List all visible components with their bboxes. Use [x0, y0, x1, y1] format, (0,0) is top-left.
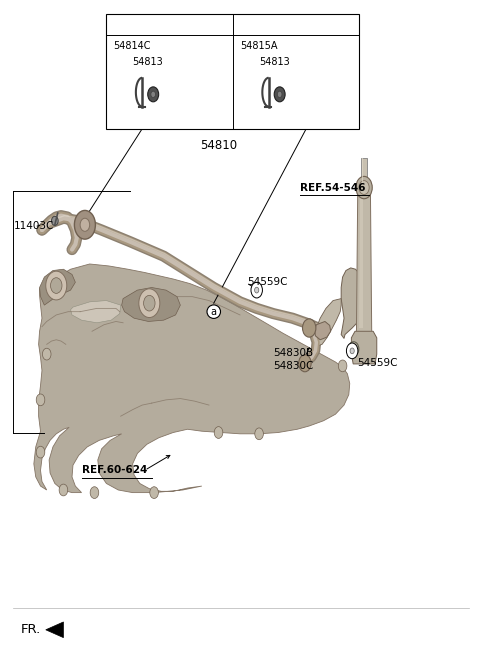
Text: b: b: [82, 218, 88, 228]
Polygon shape: [34, 264, 350, 493]
Circle shape: [46, 271, 67, 300]
Circle shape: [251, 282, 263, 298]
Text: 54813: 54813: [132, 58, 163, 68]
Text: a: a: [211, 306, 217, 317]
Circle shape: [214, 426, 223, 438]
Text: 54830C: 54830C: [274, 361, 314, 371]
Circle shape: [42, 348, 51, 360]
Text: 54815A: 54815A: [240, 41, 277, 51]
Circle shape: [350, 348, 354, 354]
Circle shape: [255, 428, 264, 440]
Circle shape: [274, 87, 285, 102]
Circle shape: [277, 91, 282, 98]
Circle shape: [151, 91, 156, 98]
Circle shape: [351, 346, 356, 352]
Text: 54559C: 54559C: [357, 358, 397, 367]
Circle shape: [144, 295, 155, 311]
Circle shape: [36, 446, 45, 458]
Text: 54810: 54810: [200, 138, 237, 152]
Circle shape: [90, 487, 99, 499]
Circle shape: [338, 360, 347, 372]
Bar: [107, 14, 360, 129]
Circle shape: [36, 394, 45, 405]
Polygon shape: [359, 194, 363, 328]
Polygon shape: [71, 300, 120, 323]
Circle shape: [51, 216, 58, 226]
Text: 11403C: 11403C: [13, 221, 54, 231]
Bar: [361, 158, 367, 184]
Text: 54813: 54813: [259, 58, 290, 68]
Circle shape: [59, 484, 68, 496]
Polygon shape: [314, 298, 341, 346]
Circle shape: [50, 277, 62, 293]
Circle shape: [356, 176, 372, 199]
Text: REF.60-624: REF.60-624: [82, 465, 147, 476]
Circle shape: [302, 319, 316, 337]
Circle shape: [255, 287, 259, 293]
Polygon shape: [357, 191, 372, 331]
Text: 54814C: 54814C: [114, 41, 151, 51]
Circle shape: [348, 342, 359, 356]
Text: 54830B: 54830B: [274, 348, 313, 358]
Text: REF.54-546: REF.54-546: [300, 182, 365, 193]
Circle shape: [347, 343, 358, 359]
Text: b: b: [264, 20, 270, 29]
Text: FR.: FR.: [21, 623, 41, 636]
Polygon shape: [351, 331, 377, 364]
Text: 54559C: 54559C: [247, 277, 288, 287]
Circle shape: [139, 289, 160, 318]
Circle shape: [299, 355, 311, 372]
Circle shape: [148, 87, 159, 102]
Circle shape: [252, 283, 262, 297]
Polygon shape: [314, 321, 331, 340]
Circle shape: [359, 180, 369, 195]
Polygon shape: [46, 622, 63, 638]
Circle shape: [254, 287, 259, 293]
Circle shape: [80, 218, 90, 232]
Polygon shape: [121, 287, 180, 321]
Polygon shape: [341, 268, 365, 338]
Text: a: a: [138, 20, 143, 29]
Circle shape: [150, 487, 158, 499]
Circle shape: [74, 211, 96, 239]
Polygon shape: [39, 269, 75, 305]
